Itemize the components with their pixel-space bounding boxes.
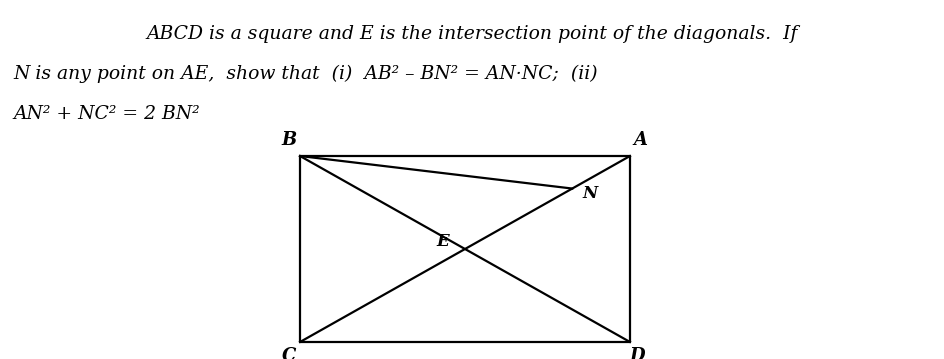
Text: N: N <box>582 185 598 202</box>
Text: A: A <box>633 131 648 149</box>
Text: D: D <box>630 348 645 359</box>
Text: AN² + NC² = 2 BN²: AN² + NC² = 2 BN² <box>13 105 199 123</box>
Text: E: E <box>437 233 449 251</box>
Text: ABCD is a square and E is the intersection point of the diagonals.  If: ABCD is a square and E is the intersecti… <box>146 25 798 43</box>
Text: C: C <box>282 348 296 359</box>
Text: N is any point on AE,  show that  (i)  AB² – BN² = AN·NC;  (ii): N is any point on AE, show that (i) AB² … <box>13 65 598 83</box>
Text: B: B <box>281 131 296 149</box>
